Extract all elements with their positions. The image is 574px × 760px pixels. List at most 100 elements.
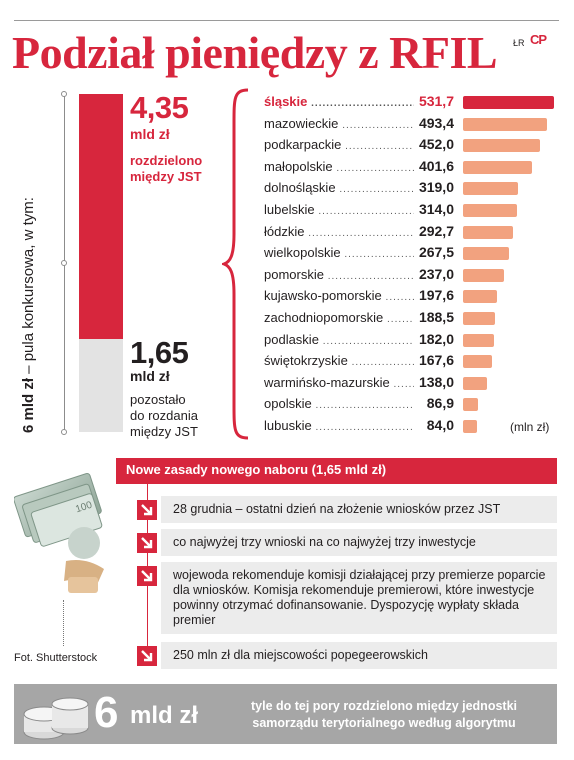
photo-caption-leader xyxy=(63,600,64,646)
region-value: 167,6 xyxy=(418,352,454,368)
distributed-desc-2: między JST xyxy=(130,169,202,184)
leader-dots: ........................................… xyxy=(342,120,414,131)
region-label: podkarpackie ...........................… xyxy=(264,137,414,152)
region-bar xyxy=(463,247,509,260)
rule-text: 28 grudnia – ostatni dzień na złożenie w… xyxy=(161,496,557,523)
distributed-segment xyxy=(79,94,123,339)
region-label: wielkopolskie ..........................… xyxy=(264,245,414,260)
region-label: podlaskie ..............................… xyxy=(264,332,414,347)
region-label: lubelskie ..............................… xyxy=(264,202,414,217)
leader-dots: ........................................… xyxy=(339,184,414,195)
arrow-down-right-icon xyxy=(137,500,157,520)
photo-caption: Fot. Shutterstock xyxy=(14,652,98,664)
region-value: 86,9 xyxy=(426,395,454,411)
region-bar xyxy=(463,377,487,390)
leader-dots: ........................................… xyxy=(308,228,414,239)
rules-header-rail xyxy=(116,482,557,484)
bracket-dot-bottom xyxy=(61,429,67,435)
leader-dots: ........................................… xyxy=(345,141,414,152)
leader-dots: ........................................… xyxy=(393,379,414,390)
region-value: 401,6 xyxy=(418,158,454,174)
unit-note: (mln zł) xyxy=(510,420,550,434)
rule-text: co najwyżej trzy wnioski na co najwyżej … xyxy=(161,529,557,556)
banner-number: 6 xyxy=(94,688,119,737)
arrow-down-right-icon xyxy=(137,646,157,666)
region-name: kujawsko-pomorskie xyxy=(264,288,382,303)
distributed-value: 4,35 xyxy=(130,90,189,125)
banner-unit: mld zł xyxy=(130,702,199,729)
leader-dots: ........................................… xyxy=(311,98,414,109)
region-bar xyxy=(463,420,477,433)
region-label: zachodniopomorskie .....................… xyxy=(264,310,414,325)
bracket-dot-top xyxy=(61,91,67,97)
region-label: dolnośląskie ...........................… xyxy=(264,180,414,195)
region-label: pomorskie ..............................… xyxy=(264,267,414,282)
banner-text-line-2: samorządu terytorialnego według algorytm… xyxy=(252,716,516,730)
pool-total-label: 6 mld zł xyxy=(20,377,37,433)
region-value: 267,5 xyxy=(418,244,454,260)
banner-description: tyle do tej pory rozdzielono między jedn… xyxy=(214,698,554,732)
arrow-down-right-icon xyxy=(137,533,157,553)
leader-dots: ........................................… xyxy=(315,400,414,411)
page-title: Podział pieniędzy z RFIL xyxy=(12,27,498,78)
region-value: 531,7 xyxy=(418,93,454,109)
region-label: świętokrzyskie .........................… xyxy=(264,353,414,368)
rule-text: wojewoda rekomenduje komisji działającej… xyxy=(161,562,557,634)
region-value: 188,5 xyxy=(418,309,454,325)
region-bar xyxy=(463,226,513,239)
region-name: podkarpackie xyxy=(264,137,342,152)
remaining-unit: mld zł xyxy=(130,368,170,384)
leader-dots: ........................................… xyxy=(327,271,414,282)
coins-icon xyxy=(23,697,89,740)
pool-label-text: – pula konkursowa, w tym: xyxy=(20,197,37,378)
leader-dots: ........................................… xyxy=(318,206,414,217)
region-name: opolskie xyxy=(264,396,312,411)
region-name: lubelskie xyxy=(264,202,315,217)
region-value: 237,0 xyxy=(418,266,454,282)
region-label: mazowieckie ............................… xyxy=(264,116,414,131)
leader-dots: ........................................… xyxy=(344,249,414,260)
region-name: zachodniopomorskie xyxy=(264,310,384,325)
leader-dots: ........................................… xyxy=(387,314,414,325)
region-value: 138,0 xyxy=(418,374,454,390)
region-bar xyxy=(463,204,517,217)
cp-logo: CP xyxy=(530,32,547,47)
rule-text: 250 mln zł dla miejscowości popegeerowsk… xyxy=(161,642,557,669)
region-name: małopolskie xyxy=(264,159,333,174)
remaining-desc-1: pozostało xyxy=(130,392,186,407)
remaining-value: 1,65 xyxy=(130,335,189,370)
distributed-desc-1: rozdzielono xyxy=(130,153,203,168)
region-label: lubuskie ...............................… xyxy=(264,418,414,433)
region-bar xyxy=(463,398,478,411)
svg-text:100: 100 xyxy=(74,500,94,516)
region-label: opolskie ...............................… xyxy=(264,396,414,411)
region-name: podlaskie xyxy=(264,332,319,347)
region-label: warmińsko-mazurskie ....................… xyxy=(264,375,414,390)
leader-dots: ........................................… xyxy=(336,163,414,174)
region-name: wielkopolskie xyxy=(264,245,341,260)
region-bar xyxy=(463,290,497,303)
author-credit: ŁR xyxy=(513,38,525,48)
region-name: mazowieckie xyxy=(264,116,339,131)
leader-dots: ........................................… xyxy=(385,292,414,303)
top-rule xyxy=(14,20,559,21)
leader-dots: ........................................… xyxy=(315,422,414,433)
region-bar xyxy=(463,269,504,282)
region-name: świętokrzyskie xyxy=(264,353,348,368)
banner-text-line-1: tyle do tej pory rozdzielono między jedn… xyxy=(250,699,517,713)
banknotes-photo: 100 xyxy=(14,472,104,593)
region-bar xyxy=(463,139,540,152)
region-bar xyxy=(463,118,547,131)
region-value: 84,0 xyxy=(426,417,454,433)
region-bar xyxy=(463,182,518,195)
region-bar xyxy=(463,96,554,109)
leader-dots: ........................................… xyxy=(351,357,414,368)
region-value: 493,4 xyxy=(418,115,454,131)
summary-banner: 6 mld zł tyle do tej pory rozdzielono mi… xyxy=(14,684,557,744)
distributed-unit: mld zł xyxy=(130,126,170,142)
region-value: 452,0 xyxy=(418,136,454,152)
region-label: małopolskie ............................… xyxy=(264,159,414,174)
remaining-segment xyxy=(79,339,123,432)
region-value: 292,7 xyxy=(418,223,454,239)
leader-dots: ........................................… xyxy=(322,336,414,347)
